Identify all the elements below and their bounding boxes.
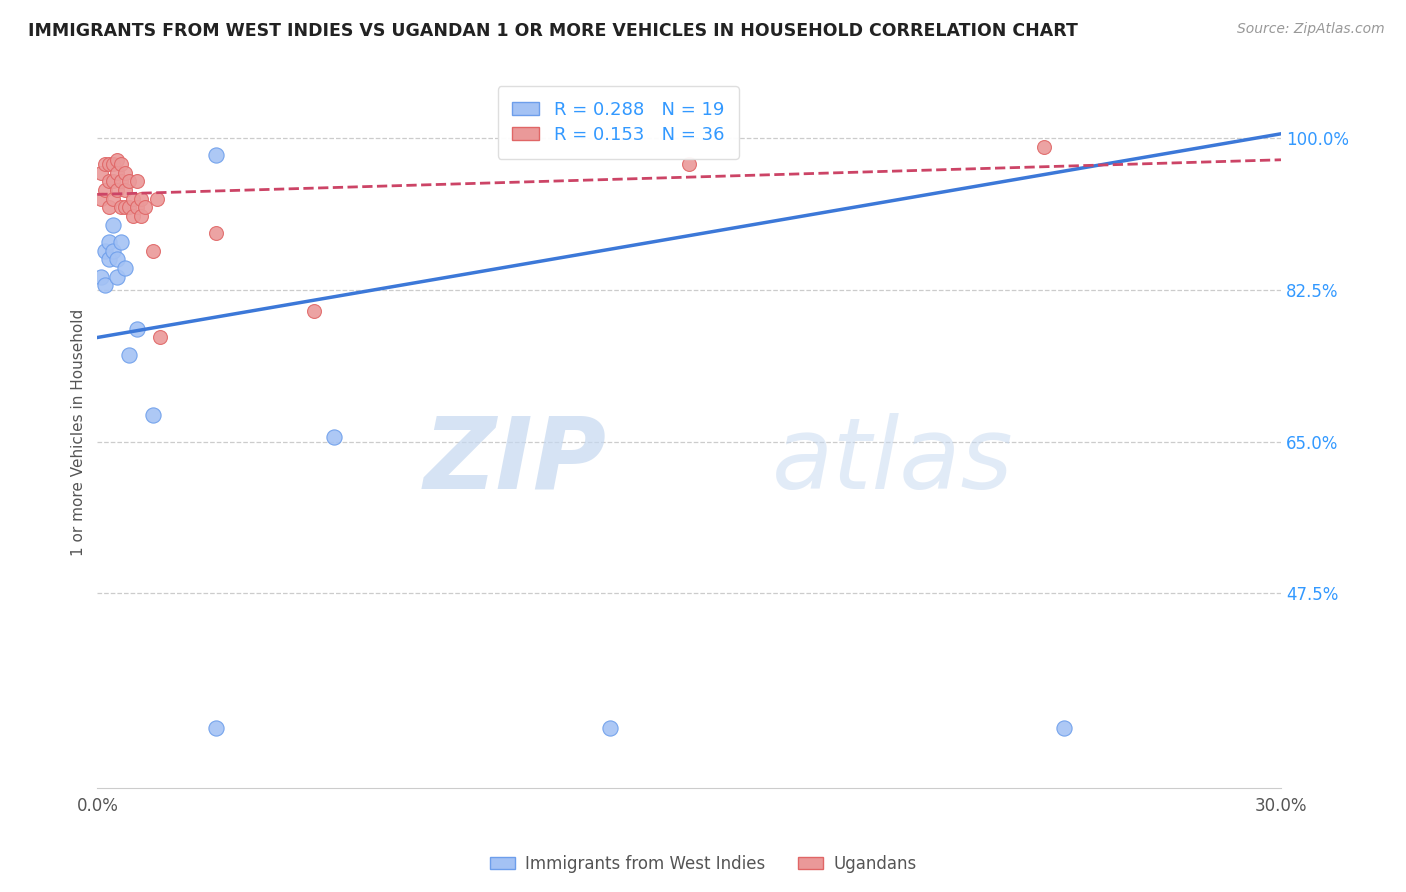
- Point: [110, 174, 132, 188]
- Point: [145, 192, 167, 206]
- Text: Source: ZipAtlas.com: Source: ZipAtlas.com: [1237, 22, 1385, 37]
- Point: [98, 201, 121, 215]
- Point: [98, 235, 121, 249]
- Point: [101, 192, 124, 206]
- Point: [678, 157, 700, 171]
- Point: [94, 183, 117, 197]
- Point: [101, 174, 124, 188]
- Point: [149, 330, 172, 344]
- Point: [98, 252, 121, 267]
- Point: [105, 183, 128, 197]
- Point: [105, 153, 128, 167]
- Point: [94, 278, 117, 293]
- Point: [98, 174, 121, 188]
- Point: [1033, 140, 1056, 154]
- Point: [105, 166, 128, 180]
- Point: [134, 201, 156, 215]
- Point: [101, 218, 124, 232]
- Point: [94, 157, 117, 171]
- Point: [1053, 721, 1076, 735]
- Point: [114, 201, 136, 215]
- Point: [142, 409, 165, 423]
- Point: [129, 209, 152, 223]
- Point: [323, 430, 346, 444]
- Point: [105, 269, 128, 284]
- Point: [121, 192, 143, 206]
- Point: [90, 166, 112, 180]
- Point: [98, 157, 121, 171]
- Point: [204, 227, 226, 241]
- Point: [125, 201, 148, 215]
- Point: [121, 209, 143, 223]
- Point: [110, 157, 132, 171]
- Point: [90, 269, 112, 284]
- Point: [125, 174, 148, 188]
- Point: [204, 148, 226, 162]
- Point: [304, 304, 326, 318]
- Point: [101, 244, 124, 258]
- Text: atlas: atlas: [772, 413, 1014, 509]
- Point: [114, 183, 136, 197]
- Point: [118, 348, 141, 362]
- Point: [105, 252, 128, 267]
- Point: [110, 235, 132, 249]
- Point: [114, 166, 136, 180]
- Y-axis label: 1 or more Vehicles in Household: 1 or more Vehicles in Household: [72, 310, 86, 557]
- Point: [118, 201, 141, 215]
- Point: [90, 192, 112, 206]
- Point: [441, 863, 464, 878]
- Point: [204, 721, 226, 735]
- Point: [129, 192, 152, 206]
- Point: [118, 174, 141, 188]
- Point: [114, 261, 136, 276]
- Point: [125, 322, 148, 336]
- Point: [101, 157, 124, 171]
- Point: [110, 201, 132, 215]
- Text: IMMIGRANTS FROM WEST INDIES VS UGANDAN 1 OR MORE VEHICLES IN HOUSEHOLD CORRELATI: IMMIGRANTS FROM WEST INDIES VS UGANDAN 1…: [28, 22, 1078, 40]
- Text: ZIP: ZIP: [423, 413, 606, 509]
- Legend: R = 0.288   N = 19, R = 0.153   N = 36: R = 0.288 N = 19, R = 0.153 N = 36: [498, 87, 738, 159]
- Point: [94, 244, 117, 258]
- Legend: Immigrants from West Indies, Ugandans: Immigrants from West Indies, Ugandans: [482, 848, 924, 880]
- Point: [599, 721, 621, 735]
- Point: [142, 244, 165, 258]
